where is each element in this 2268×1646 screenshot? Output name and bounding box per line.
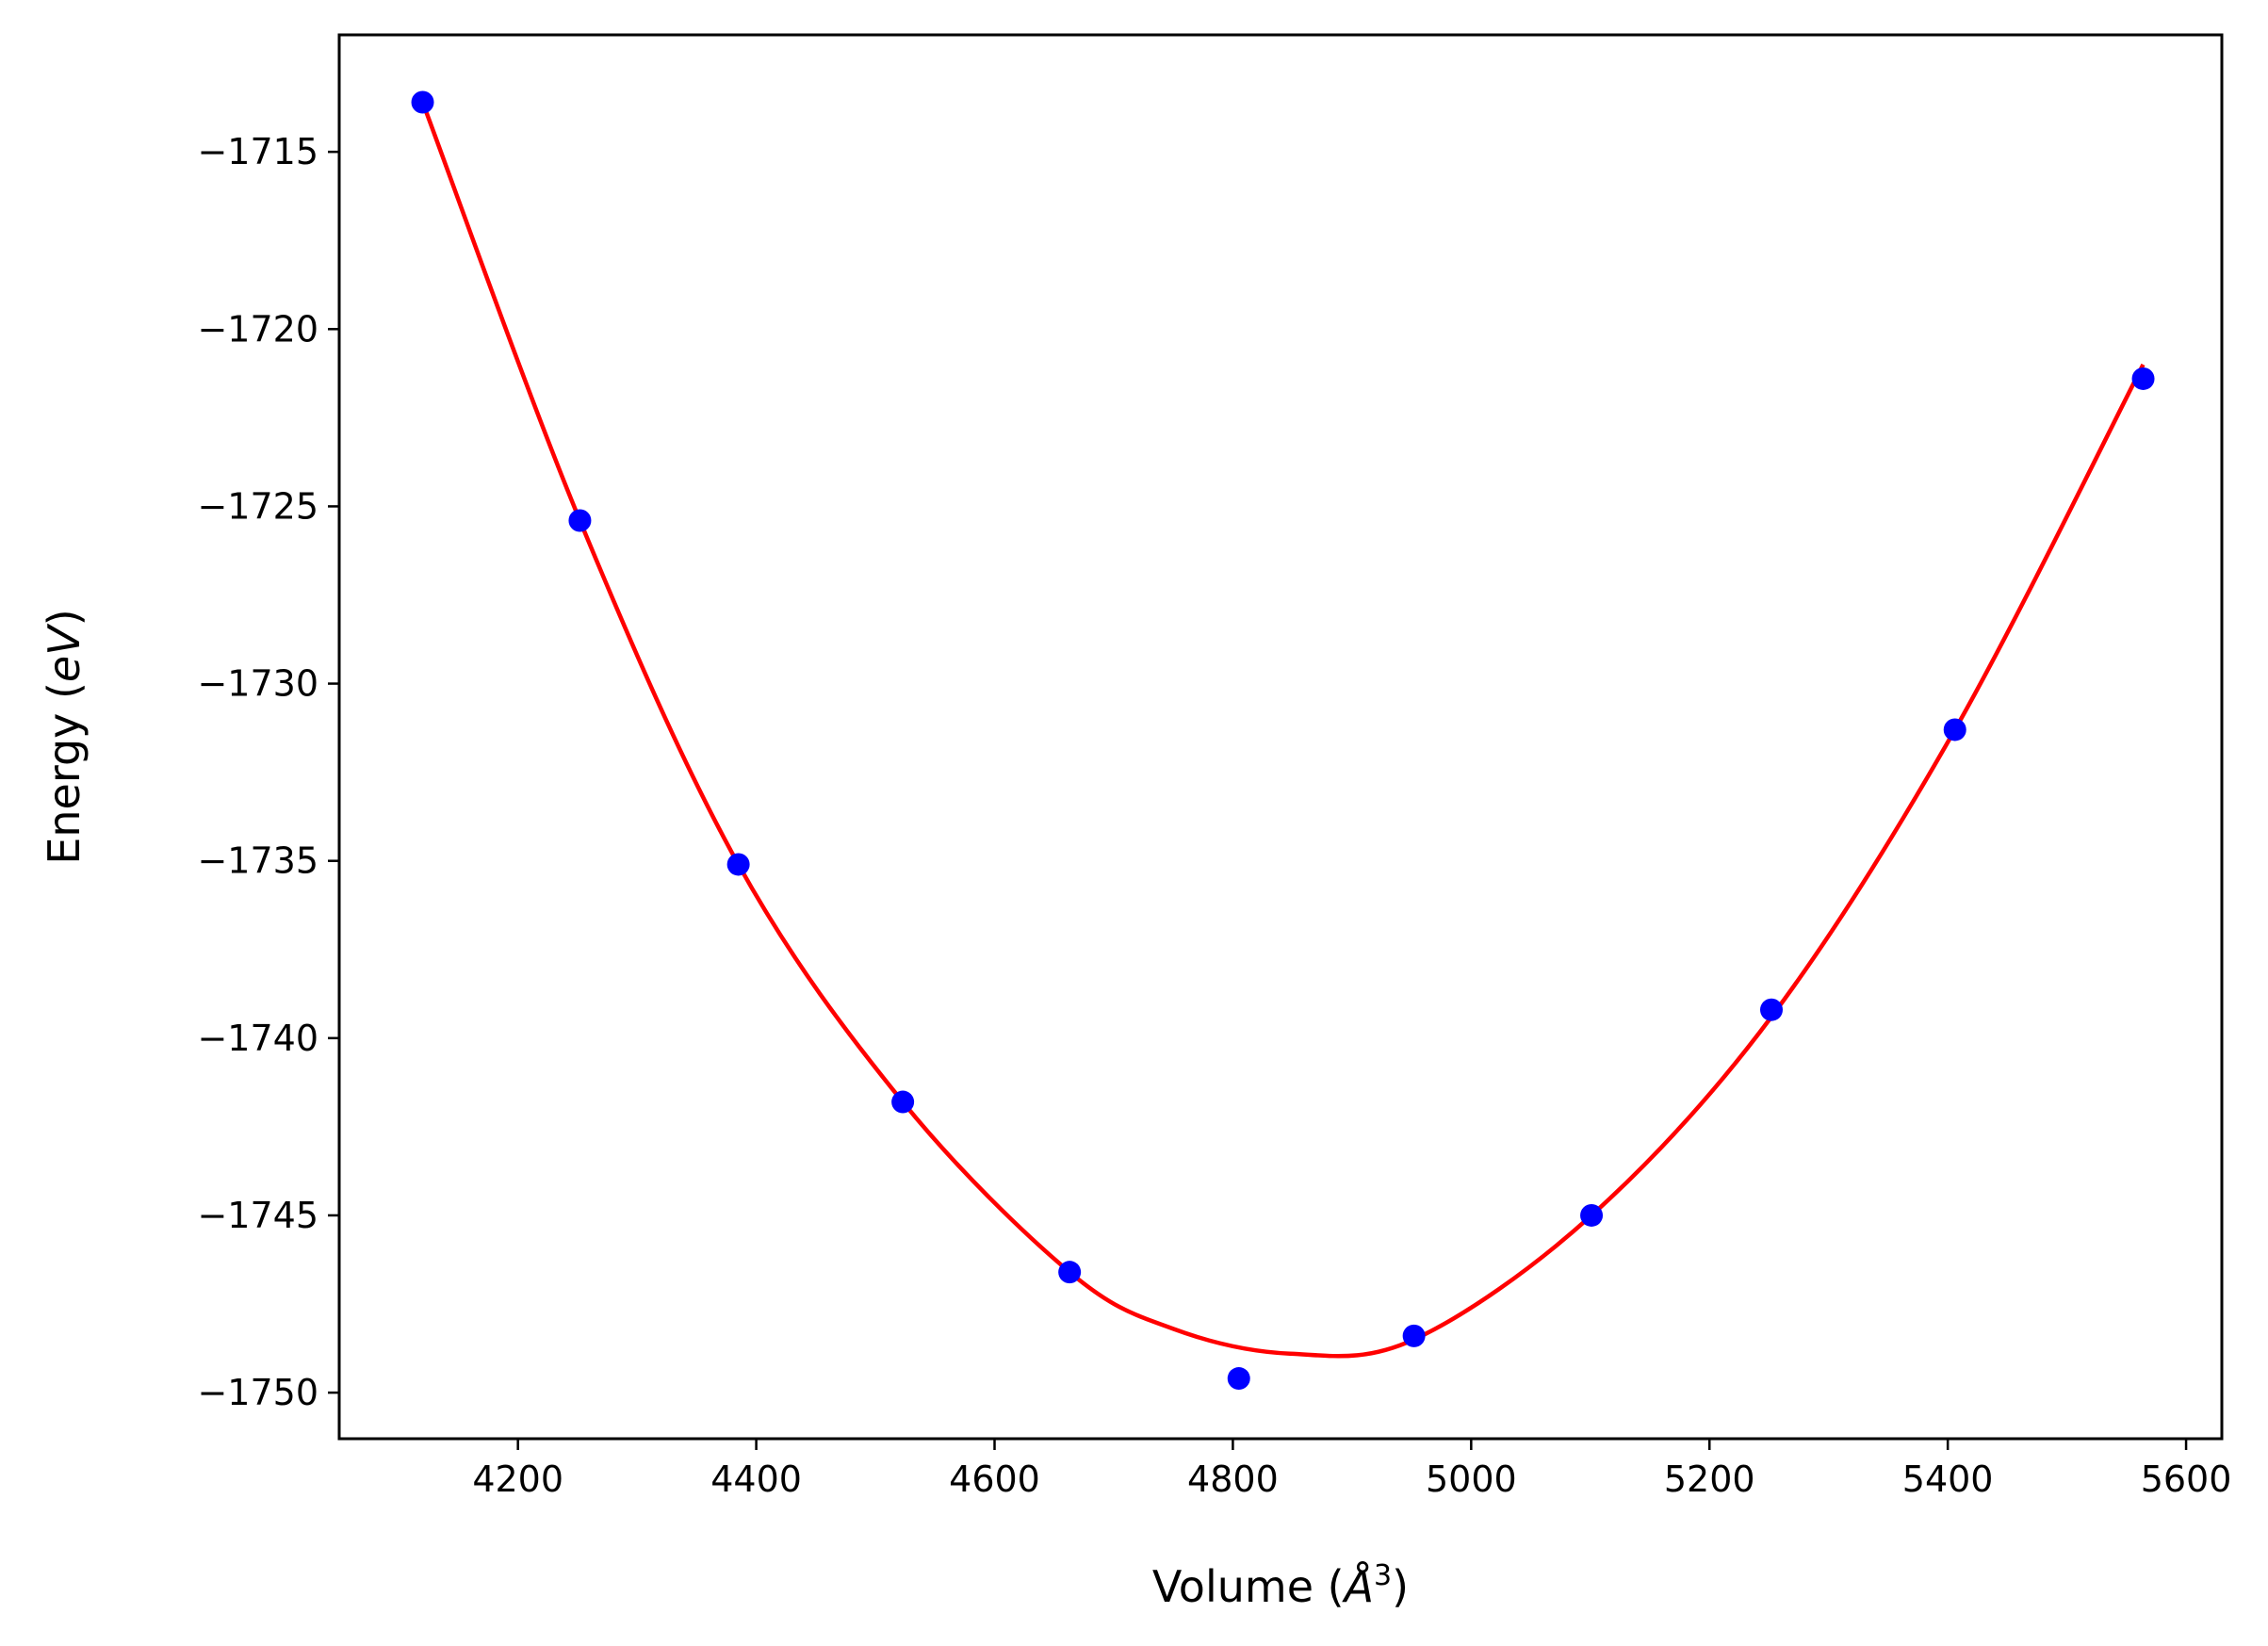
y-tick-label: −1735 — [197, 840, 318, 882]
data-point — [1580, 1203, 1604, 1227]
x-axis-label-exponent: 3 — [1374, 1559, 1392, 1592]
fit-curve — [420, 101, 2146, 1359]
y-tick-label: −1750 — [197, 1372, 318, 1413]
x-axis-label-prefix: Volume ( — [1152, 1561, 1345, 1612]
plot-area — [411, 90, 2155, 1391]
data-point — [1058, 1261, 1082, 1284]
y-axis-ticks: −1715 −1720 −1725 −1730 −1735 −1740 −1745 −1750 — [197, 131, 339, 1413]
data-point — [568, 509, 592, 532]
x-axis-label-symbol: Å — [1342, 1561, 1374, 1612]
y-tick-label: −1730 — [197, 663, 318, 705]
y-tick-label: −1720 — [197, 308, 318, 350]
data-point — [2131, 367, 2155, 390]
data-point — [1227, 1367, 1250, 1391]
y-axis-label-unit: eV — [39, 623, 90, 682]
data-point — [411, 90, 434, 114]
x-tick-label: 4800 — [1187, 1459, 1279, 1500]
y-tick-label: −1745 — [197, 1195, 318, 1236]
data-point — [1759, 998, 1783, 1021]
x-tick-label: 5600 — [2141, 1459, 2232, 1500]
x-tick-label: 4200 — [472, 1459, 563, 1500]
x-axis-ticks: 4200 4400 4600 4800 5000 5200 5400 5600 — [472, 1439, 2231, 1500]
x-tick-label: 5000 — [1426, 1459, 1517, 1500]
x-tick-label: 4400 — [710, 1459, 802, 1500]
y-axis-label-prefix: Energy ( — [39, 682, 90, 865]
y-axis-label-suffix: ) — [39, 609, 90, 626]
x-axis-label: Volume (Å3) — [1152, 1559, 1409, 1612]
data-point — [891, 1090, 915, 1114]
data-point — [1402, 1324, 1426, 1347]
x-tick-label: 4600 — [949, 1459, 1040, 1500]
x-axis-label-suffix: ) — [1392, 1561, 1409, 1612]
y-tick-label: −1725 — [197, 485, 318, 527]
data-point — [726, 853, 750, 876]
x-tick-label: 5200 — [1664, 1459, 1755, 1500]
data-point — [1943, 718, 1966, 742]
y-tick-label: −1715 — [197, 131, 318, 172]
x-tick-label: 5400 — [1902, 1459, 1994, 1500]
axes-frame — [337, 33, 2224, 1441]
y-axis-label: Energy (eV) — [39, 609, 90, 864]
y-tick-label: −1740 — [197, 1018, 318, 1059]
